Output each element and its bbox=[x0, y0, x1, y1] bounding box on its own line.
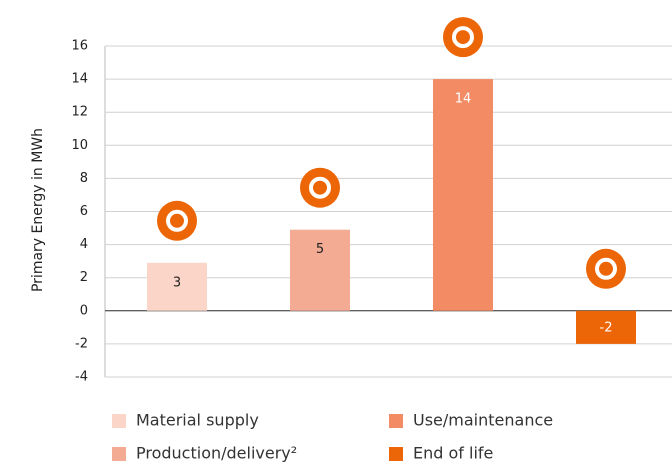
y-tick-label: 2 bbox=[80, 270, 88, 285]
legend-swatch bbox=[112, 447, 126, 461]
bar bbox=[147, 262, 207, 311]
bar bbox=[576, 310, 636, 344]
data-label: 3 bbox=[173, 275, 181, 290]
icon-glyph bbox=[309, 176, 331, 199]
legend-label: Material supply bbox=[136, 411, 259, 430]
legend-swatch bbox=[389, 414, 403, 428]
bar bbox=[433, 79, 493, 311]
legend-label: Use/maintenance bbox=[413, 411, 553, 430]
bar bbox=[290, 229, 350, 311]
y-tick-label: 8 bbox=[80, 171, 88, 186]
icon bbox=[157, 200, 197, 241]
legend-swatch bbox=[389, 447, 403, 461]
icon bbox=[586, 248, 626, 289]
data-label: -2 bbox=[600, 320, 613, 335]
y-tick-label: 10 bbox=[71, 138, 88, 153]
icon-glyph bbox=[166, 209, 188, 232]
y-tick-label: -4 bbox=[75, 370, 88, 385]
icon bbox=[300, 167, 340, 208]
data-label: 14 bbox=[455, 92, 472, 107]
y-tick-label: 12 bbox=[71, 105, 88, 120]
y-tick-label: 6 bbox=[80, 204, 88, 219]
legend-label: Production/delivery² bbox=[136, 444, 297, 463]
icon-glyph bbox=[452, 26, 474, 49]
y-tick-label: 4 bbox=[80, 237, 88, 252]
y-axis-label: Primary Energy in MWh bbox=[30, 128, 46, 292]
icon-glyph bbox=[595, 257, 617, 280]
y-tick-label: 0 bbox=[80, 303, 88, 318]
legend-label: End of life bbox=[413, 444, 493, 463]
y-tick-label: -2 bbox=[75, 336, 88, 351]
data-label: 5 bbox=[316, 242, 324, 257]
y-tick-label: 14 bbox=[71, 72, 88, 87]
y-tick-label: 16 bbox=[71, 39, 88, 54]
legend-swatch bbox=[112, 414, 126, 428]
icon bbox=[443, 17, 483, 58]
